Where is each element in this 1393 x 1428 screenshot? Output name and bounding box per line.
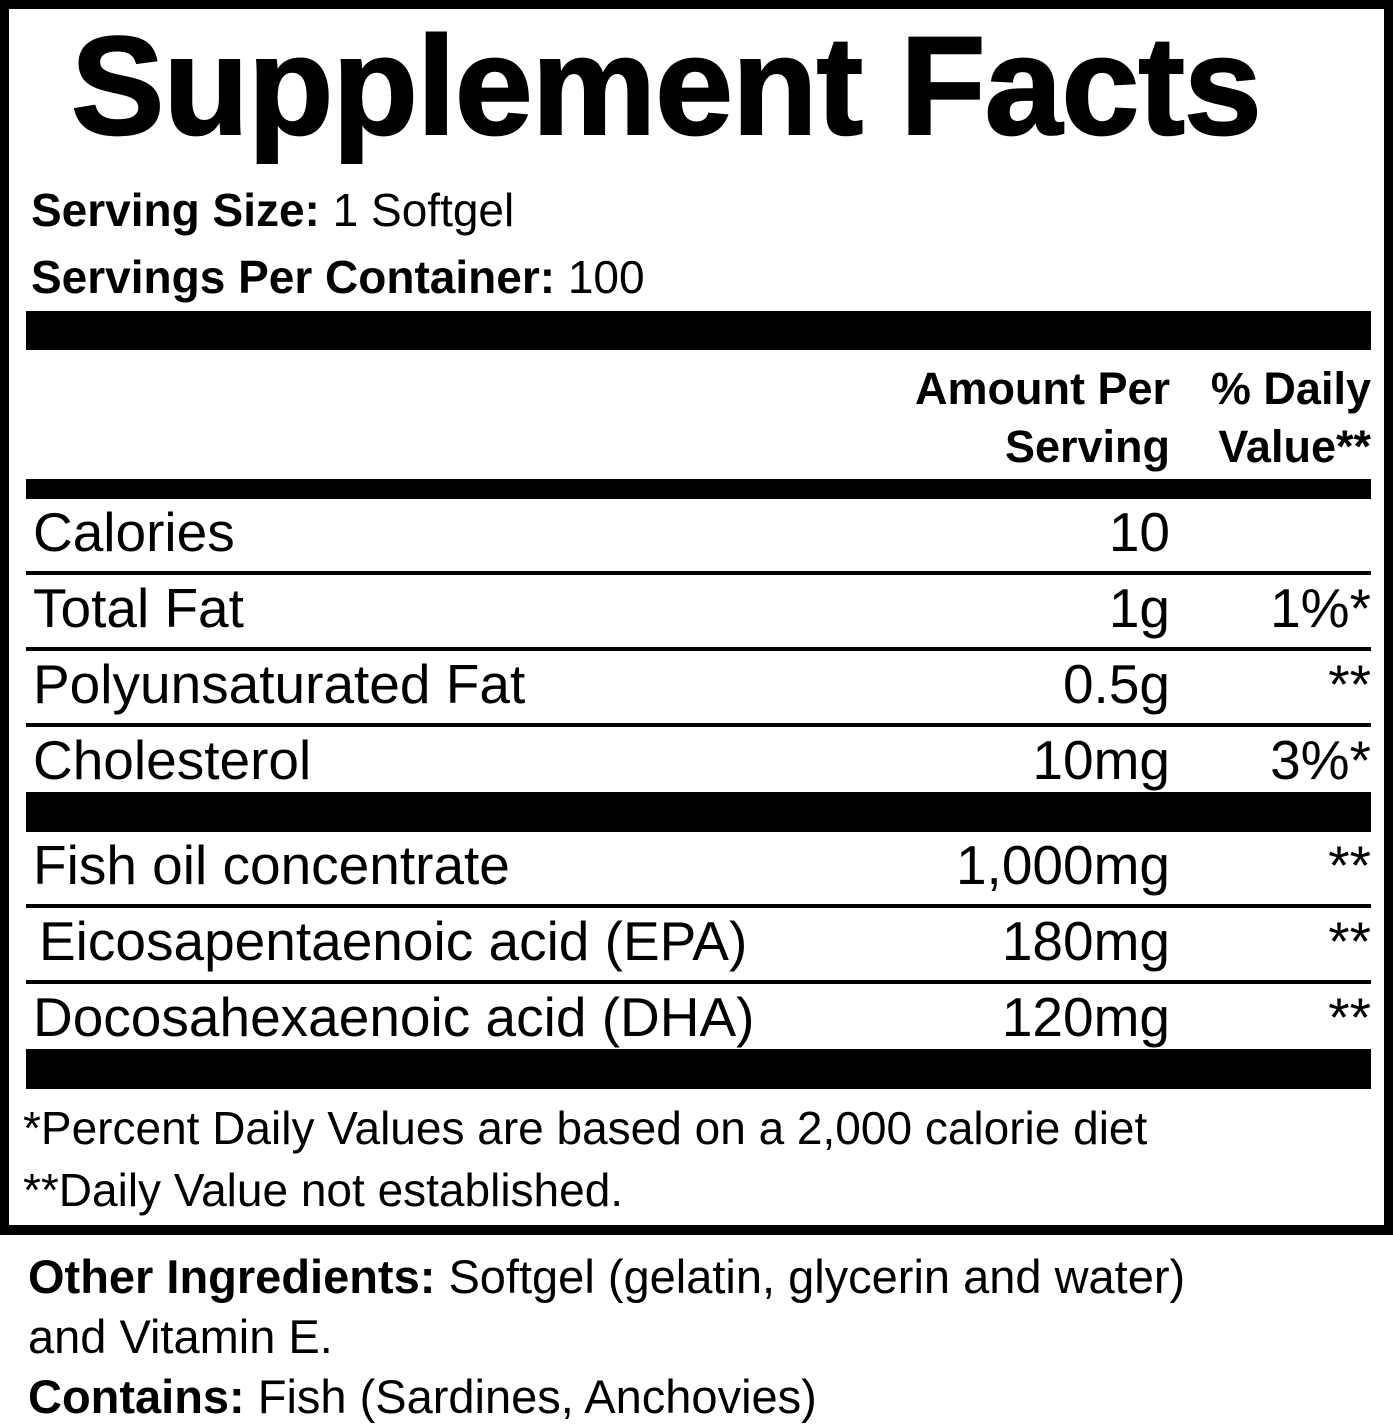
nutrient-name: Total Fat [33,577,244,639]
nutrient-amount: 180mg [1001,910,1170,972]
column-header-amount: Amount Per Serving [915,360,1170,476]
ingredients-section: Other Ingredients: Softgel (gelatin, gly… [28,1247,1373,1427]
nutrient-daily-value: ** [1328,986,1371,1048]
nutrient-daily-value: ** [1328,834,1371,896]
nutrient-daily-value: 1%* [1270,577,1371,639]
column-header-spacer [26,360,915,476]
nutrient-amount: 10 [1108,501,1170,563]
amount-header-line1: Amount Per [914,363,1170,414]
column-headers: Amount Per Serving % Daily Value** [26,360,1371,476]
contains-value: Fish (Sardines, Anchovies) [257,1370,817,1423]
other-ingredients-value: Softgel (gelatin, glycerin and water) [448,1250,1186,1303]
nutrient-amount: 120mg [1001,986,1170,1048]
servings-per-container-label: Servings Per Container: [31,251,556,303]
serving-size-value: 1 Softgel [332,184,515,236]
dv-header-line2: Value** [1218,421,1371,472]
serving-size-label: Serving Size: [31,184,320,236]
contains-label: Contains: [28,1370,245,1423]
nutrient-amount: 0.5g [1062,653,1170,715]
divider-bar-top [26,311,1371,350]
nutrient-amount: 1g [1108,577,1170,639]
column-header-daily-value: % Daily Value** [1170,360,1371,476]
table-row: Polyunsaturated Fat 0.5g ** [26,651,1371,727]
amount-header-line2: Serving [1004,421,1170,472]
divider-bar-bottom [26,1049,1371,1089]
nutrient-name: Fish oil concentrate [33,834,510,896]
footnotes: *Percent Daily Values are based on a 2,0… [23,1097,1371,1221]
servings-per-container-line: Servings Per Container: 100 [31,244,1384,311]
table-row: Cholesterol 10mg 3%* [26,727,1371,792]
nutrient-daily-value: 3%* [1270,729,1371,791]
nutrient-name: Docosahexaenoic acid (DHA) [33,986,755,1048]
other-ingredients-label: Other Ingredients: [28,1250,436,1303]
table-row: Eicosapentaenoic acid (EPA) 180mg ** [26,908,1371,984]
contains-line: Contains: Fish (Sardines, Anchovies) [28,1367,1373,1427]
nutrient-daily-value: ** [1328,910,1371,972]
divider-bar-middle [26,792,1371,832]
serving-size-line: Serving Size: 1 Softgel [31,177,1384,244]
other-ingredients-line: Other Ingredients: Softgel (gelatin, gly… [28,1247,1373,1307]
other-ingredients-continued: and Vitamin E. [28,1310,333,1363]
table-row: Docosahexaenoic acid (DHA) 120mg ** [26,984,1371,1049]
footnote-dv-not-established: **Daily Value not established. [23,1164,624,1216]
nutrient-name: Calories [33,501,235,563]
nutrient-amount: 1,000mg [955,834,1170,896]
nutrient-name: Polyunsaturated Fat [33,653,526,715]
page-title: Supplement Facts [70,7,1263,164]
servings-per-container-value: 100 [567,251,645,303]
table-row: Total Fat 1g 1%* [26,575,1371,651]
nutrient-name: Cholesterol [33,729,312,791]
supplement-facts-panel: Supplement Facts Serving Size: 1 Softgel… [0,0,1393,1235]
nutrient-rows-top: Calories 10 Total Fat 1g 1%* Polyunsaturated … [26,499,1371,792]
nutrient-rows-bottom: Fish oil concentrate 1,000mg ** Eicosapenta… [26,832,1371,1049]
nutrient-daily-value: ** [1328,653,1371,715]
table-row: Calories 10 [26,499,1371,575]
nutrient-amount: 10mg [1032,729,1170,791]
table-row: Fish oil concentrate 1,000mg ** [26,832,1371,908]
divider-bar-header [26,479,1371,499]
dv-header-line1: % Daily [1210,363,1371,414]
footnote-percent-dv: *Percent Daily Values are based on a 2,0… [23,1102,1148,1154]
nutrient-name: Eicosapentaenoic acid (EPA) [39,910,748,972]
serving-info: Serving Size: 1 Softgel Servings Per Con… [31,177,1384,311]
